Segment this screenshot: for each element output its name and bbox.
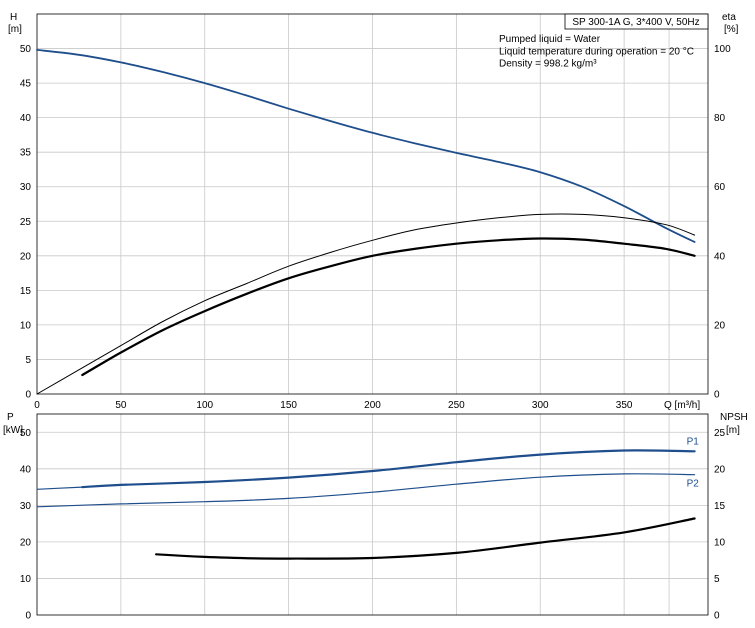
y-left-tick-label: 35 bbox=[20, 148, 32, 159]
y-left-tick-label: 20 bbox=[20, 537, 32, 548]
x-tick-label: 0 bbox=[34, 400, 40, 411]
y-right-tick-label: 5 bbox=[714, 574, 720, 585]
y-right-tick-label: 0 bbox=[714, 390, 720, 401]
chart-title: SP 300-1A G, 3*400 V, 50Hz bbox=[572, 17, 699, 28]
annotation-text: Liquid temperature during operation = 20… bbox=[499, 46, 694, 57]
y-left-tick-label: 10 bbox=[20, 320, 32, 331]
y-left-tick-label: 50 bbox=[20, 428, 32, 439]
y-left-tick-label: 20 bbox=[20, 251, 32, 262]
y-left-tick-label: 15 bbox=[20, 286, 32, 297]
y-left-axis-unit: [kW] bbox=[3, 425, 23, 436]
y-left-tick-label: 45 bbox=[20, 79, 32, 90]
x-tick-label: 350 bbox=[616, 400, 633, 411]
x-tick-label: 250 bbox=[448, 400, 465, 411]
y-left-tick-label: 0 bbox=[25, 390, 31, 401]
y-left-tick-label: 40 bbox=[20, 464, 32, 475]
plot-frame bbox=[36, 13, 709, 395]
y-right-tick-label: 25 bbox=[714, 428, 726, 439]
y-left-tick-label: 40 bbox=[20, 113, 32, 124]
y-left-tick-label: 0 bbox=[25, 611, 31, 622]
x-tick-label: 300 bbox=[532, 400, 549, 411]
chart-panel-1 bbox=[36, 13, 709, 395]
chart-panel-2 bbox=[36, 413, 709, 616]
y-left-tick-label: 50 bbox=[20, 44, 32, 55]
series-line-p1 bbox=[81, 449, 696, 489]
y-right-axis-name: NPSH bbox=[720, 412, 748, 423]
y-right-tick-label: 10 bbox=[714, 537, 726, 548]
series-line-1-2 bbox=[36, 213, 696, 395]
y-right-tick-label: 100 bbox=[714, 44, 731, 55]
y-right-tick-label: 0 bbox=[714, 611, 720, 622]
plot-frame bbox=[36, 413, 709, 616]
series-label-p1: P1 bbox=[687, 436, 700, 447]
series-line-2-4 bbox=[155, 517, 696, 560]
y-left-tick-label: 10 bbox=[20, 574, 32, 585]
y-right-tick-label: 80 bbox=[714, 113, 726, 124]
y-left-axis-name: P bbox=[7, 412, 14, 423]
x-axis-label: Q [m³/h] bbox=[664, 400, 700, 411]
x-tick-label: 200 bbox=[364, 400, 381, 411]
x-tick-label: 50 bbox=[115, 400, 127, 411]
y-left-tick-label: 5 bbox=[25, 355, 31, 366]
series-line-p2 bbox=[36, 473, 696, 508]
title-box bbox=[564, 13, 709, 30]
x-tick-label: 100 bbox=[196, 400, 213, 411]
y-right-tick-label: 40 bbox=[714, 251, 726, 262]
y-left-axis-unit: [m] bbox=[8, 24, 22, 35]
series-label-p2: P2 bbox=[687, 479, 700, 490]
annotation-text: Pumped liquid = Water bbox=[499, 34, 601, 45]
y-right-axis-unit: [%] bbox=[724, 24, 739, 35]
y-left-tick-label: 25 bbox=[20, 217, 32, 228]
y-right-tick-label: 60 bbox=[714, 182, 726, 193]
y-right-tick-label: 20 bbox=[714, 464, 726, 475]
y-left-axis-name: H bbox=[10, 12, 17, 23]
y-right-tick-label: 20 bbox=[714, 320, 726, 331]
series-line-1-1 bbox=[36, 49, 696, 243]
x-tick-label: 150 bbox=[280, 400, 297, 411]
y-left-tick-label: 30 bbox=[20, 182, 32, 193]
y-right-axis-unit: [m] bbox=[726, 425, 740, 436]
series-line-1-3 bbox=[81, 237, 696, 377]
y-left-tick-label: 30 bbox=[20, 501, 32, 512]
annotation-text: Density = 998.2 kg/m³ bbox=[499, 59, 597, 70]
y-right-tick-label: 15 bbox=[714, 501, 726, 512]
series-line-2-2 bbox=[36, 486, 83, 490]
y-right-axis-name: eta bbox=[722, 12, 736, 23]
